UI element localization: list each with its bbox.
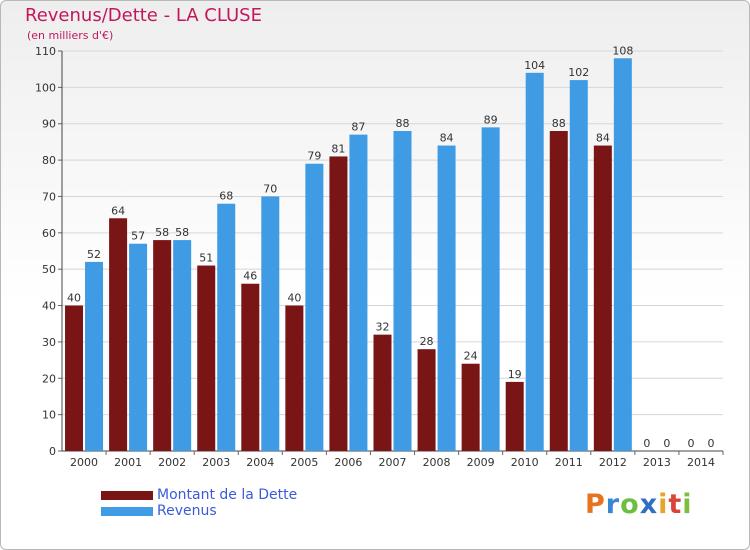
bar-revenus xyxy=(437,145,456,451)
x-tick-label: 2014 xyxy=(687,456,715,469)
x-tick-label: 2009 xyxy=(467,456,495,469)
data-label-dette: 51 xyxy=(199,252,213,265)
y-tick-label: 70 xyxy=(42,190,56,203)
legend-item-dette: Montant de la Dette xyxy=(101,487,297,503)
bar-dette xyxy=(109,218,128,451)
bar-revenus xyxy=(349,134,368,452)
legend-swatch-dette xyxy=(101,490,153,500)
y-tick-label: 100 xyxy=(35,81,56,94)
data-label-dette: 40 xyxy=(67,292,81,305)
bar-revenus xyxy=(217,203,236,451)
bar-revenus xyxy=(173,240,192,451)
bar-revenus xyxy=(261,196,280,451)
data-label-dette: 28 xyxy=(420,335,434,348)
data-label-revenus: 57 xyxy=(131,230,145,243)
legend: Montant de la Dette Revenus xyxy=(101,487,297,519)
proxiti-logo: Proxiti xyxy=(585,489,693,520)
x-tick-label: 2005 xyxy=(290,456,318,469)
data-label-revenus: 58 xyxy=(175,226,189,239)
bar-dette xyxy=(593,145,612,451)
legend-label-revenus: Revenus xyxy=(157,503,217,519)
data-label-dette: 24 xyxy=(464,350,478,363)
y-tick-label: 40 xyxy=(42,300,56,313)
data-label-dette: 0 xyxy=(643,437,650,450)
data-label-dette: 81 xyxy=(331,142,345,155)
x-tick-label: 2012 xyxy=(599,456,627,469)
data-label-revenus: 79 xyxy=(307,150,321,163)
y-tick-label: 30 xyxy=(42,336,56,349)
bar-dette xyxy=(461,363,480,451)
data-label-dette: 58 xyxy=(155,226,169,239)
y-tick-label: 90 xyxy=(42,118,56,131)
y-tick-label: 80 xyxy=(42,154,56,167)
data-label-revenus: 89 xyxy=(484,113,498,126)
data-label-dette: 40 xyxy=(287,292,301,305)
y-tick-label: 110 xyxy=(35,45,56,58)
y-tick-label: 50 xyxy=(42,263,56,276)
bar-dette xyxy=(241,283,260,451)
bar-revenus xyxy=(85,261,104,451)
data-label-revenus: 0 xyxy=(663,437,670,450)
data-label-dette: 88 xyxy=(552,117,566,130)
y-tick-label: 0 xyxy=(49,445,56,458)
x-tick-label: 2000 xyxy=(70,456,98,469)
data-label-revenus: 0 xyxy=(707,437,714,450)
x-tick-label: 2001 xyxy=(114,456,142,469)
x-tick-label: 2003 xyxy=(202,456,230,469)
bar-dette xyxy=(373,334,392,451)
bar-revenus xyxy=(305,163,324,451)
bar-dette xyxy=(417,349,436,451)
data-label-dette: 84 xyxy=(596,132,610,145)
bar-dette xyxy=(505,381,524,451)
bar-dette xyxy=(285,305,304,451)
data-label-revenus: 70 xyxy=(263,182,277,195)
bar-revenus xyxy=(569,80,588,451)
bar-dette xyxy=(197,265,216,451)
x-tick-label: 2004 xyxy=(246,456,274,469)
chart-title: Revenus/Dette - LA CLUSE xyxy=(25,5,262,26)
data-label-dette: 32 xyxy=(376,321,390,334)
bar-dette xyxy=(549,131,568,451)
x-tick-label: 2011 xyxy=(555,456,583,469)
x-tick-label: 2002 xyxy=(158,456,186,469)
legend-label-dette: Montant de la Dette xyxy=(157,487,298,503)
bar-revenus xyxy=(481,127,500,451)
bar-dette xyxy=(153,240,172,451)
y-tick-label: 60 xyxy=(42,227,56,240)
data-label-dette: 46 xyxy=(243,270,257,283)
bar-revenus xyxy=(393,131,412,451)
bar-dette xyxy=(329,156,348,452)
chart-subtitle: (en milliers d'€) xyxy=(27,29,114,42)
data-label-dette: 19 xyxy=(508,368,522,381)
bar-dette xyxy=(65,305,84,451)
data-label-revenus: 87 xyxy=(351,121,365,134)
x-tick-label: 2008 xyxy=(423,456,451,469)
data-label-revenus: 108 xyxy=(612,44,633,57)
x-tick-label: 2013 xyxy=(643,456,671,469)
data-label-revenus: 84 xyxy=(440,132,454,145)
data-label-revenus: 68 xyxy=(219,190,233,203)
x-tick-label: 2007 xyxy=(379,456,407,469)
data-label-revenus: 52 xyxy=(87,248,101,261)
data-label-revenus: 88 xyxy=(396,117,410,130)
bar-revenus xyxy=(613,58,632,451)
legend-swatch-revenus xyxy=(101,506,153,516)
x-tick-label: 2010 xyxy=(511,456,539,469)
y-tick-label: 20 xyxy=(42,372,56,385)
legend-item-revenus: Revenus xyxy=(101,503,297,519)
bar-revenus xyxy=(525,72,544,452)
y-tick-label: 10 xyxy=(42,409,56,422)
data-label-dette: 0 xyxy=(687,437,694,450)
data-label-revenus: 104 xyxy=(524,59,545,72)
bar-revenus xyxy=(129,243,148,451)
data-label-revenus: 102 xyxy=(568,66,589,79)
data-label-dette: 64 xyxy=(111,204,125,217)
x-tick-label: 2006 xyxy=(334,456,362,469)
